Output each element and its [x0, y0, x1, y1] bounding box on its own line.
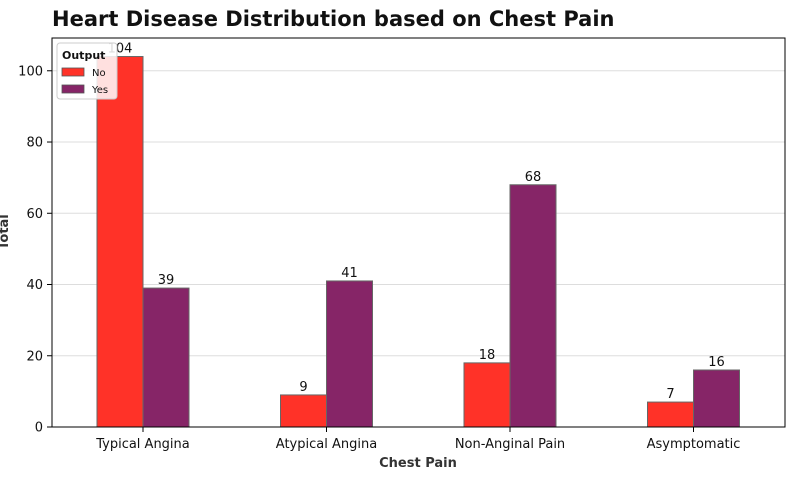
legend: Output No Yes [56, 42, 118, 100]
y-axis-label: Total [0, 214, 12, 250]
y-tick-label-60: 60 [26, 207, 43, 222]
y-tick-label-20: 20 [26, 349, 43, 364]
x-tick-label-non-anginal-pain: Non-Anginal Pain [455, 437, 565, 452]
bar-atypical-angina-no [280, 394, 327, 428]
bar-typical-angina-no [96, 56, 144, 428]
data-label-asymptomatic-no: 7 [666, 387, 674, 402]
bar-non-anginal-pain-no [463, 362, 511, 428]
bar-asymptomatic-yes [693, 369, 740, 428]
bars [96, 56, 740, 428]
bar-non-anginal-pain-yes [509, 184, 557, 428]
data-label-typical-angina-yes: 39 [158, 273, 175, 288]
data-label-atypical-angina-yes: 41 [341, 266, 358, 281]
x-axis-ticks: Typical Angina Atypical Angina Non-Anginal… [95, 427, 740, 452]
data-label-asymptomatic-yes: 16 [708, 355, 725, 370]
bar-typical-angina-yes [142, 287, 190, 428]
bar-atypical-angina-yes [326, 280, 373, 428]
bar-asymptomatic-no [647, 401, 694, 428]
y-tick-label-100: 100 [18, 64, 43, 79]
y-tick-label-40: 40 [26, 278, 43, 293]
legend-swatch-no [61, 67, 85, 77]
chart-title: Heart Disease Distribution based on Ches… [52, 7, 615, 31]
y-axis-ticks: 0 20 40 60 80 100 [18, 64, 52, 436]
data-label-non-anginal-pain-no: 18 [479, 348, 496, 363]
x-tick-label-asymptomatic: Asymptomatic [647, 437, 741, 452]
legend-label-no: No [92, 68, 106, 79]
x-tick-label-atypical-angina: Atypical Angina [276, 437, 377, 452]
y-tick-label-80: 80 [26, 136, 43, 151]
data-label-non-anginal-pain-yes: 68 [525, 170, 542, 185]
x-tick-label-typical-angina: Typical Angina [95, 437, 190, 452]
y-tick-label-0: 0 [35, 421, 43, 436]
legend-swatch-yes [61, 84, 85, 94]
x-axis-label: Chest Pain [379, 456, 457, 471]
plot-frame [51, 37, 786, 428]
legend-title: Output [62, 49, 105, 62]
legend-label-yes: Yes [91, 85, 108, 96]
data-label-atypical-angina-no: 9 [299, 380, 307, 395]
